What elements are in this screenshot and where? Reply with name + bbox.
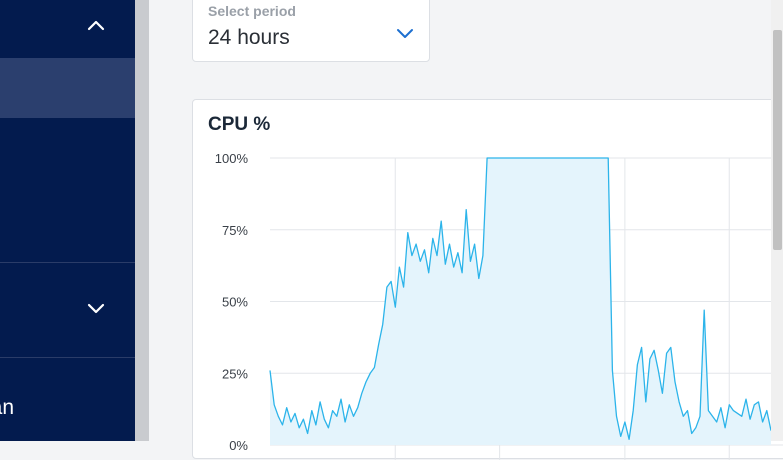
y-tick-label: 75% [222, 223, 248, 238]
sidebar-divider [0, 262, 135, 263]
cpu-chart: 100% 75% 50% 25% 0% [215, 151, 783, 460]
sidebar-gutter [135, 0, 149, 441]
period-select-value: 24 hours [208, 26, 290, 49]
chevron-up-icon[interactable] [84, 14, 108, 38]
y-tick-label: 0% [229, 438, 248, 453]
scrollbar[interactable] [771, 0, 783, 441]
chart-title: CPU % [208, 114, 271, 135]
sidebar-item-active[interactable] [0, 58, 135, 118]
series-area [270, 158, 771, 445]
scrollbar-thumb[interactable] [773, 30, 782, 250]
y-tick-label: 25% [222, 366, 248, 381]
sidebar-divider [0, 357, 135, 358]
chevron-down-icon[interactable] [395, 23, 415, 43]
period-select[interactable]: Select period 24 hours [192, 0, 430, 62]
series-line [269, 157, 772, 440]
chevron-down-icon[interactable] [84, 296, 108, 320]
period-select-label: Select period [208, 3, 296, 19]
y-tick-label: 100% [215, 151, 249, 166]
cpu-chart-card: CPU % 100% 75% 50% 25% 0% [192, 99, 783, 460]
sidebar: e ect ean [0, 0, 135, 441]
y-tick-label: 50% [222, 295, 248, 310]
sidebar-item-bottom-label[interactable]: ean [0, 396, 15, 419]
